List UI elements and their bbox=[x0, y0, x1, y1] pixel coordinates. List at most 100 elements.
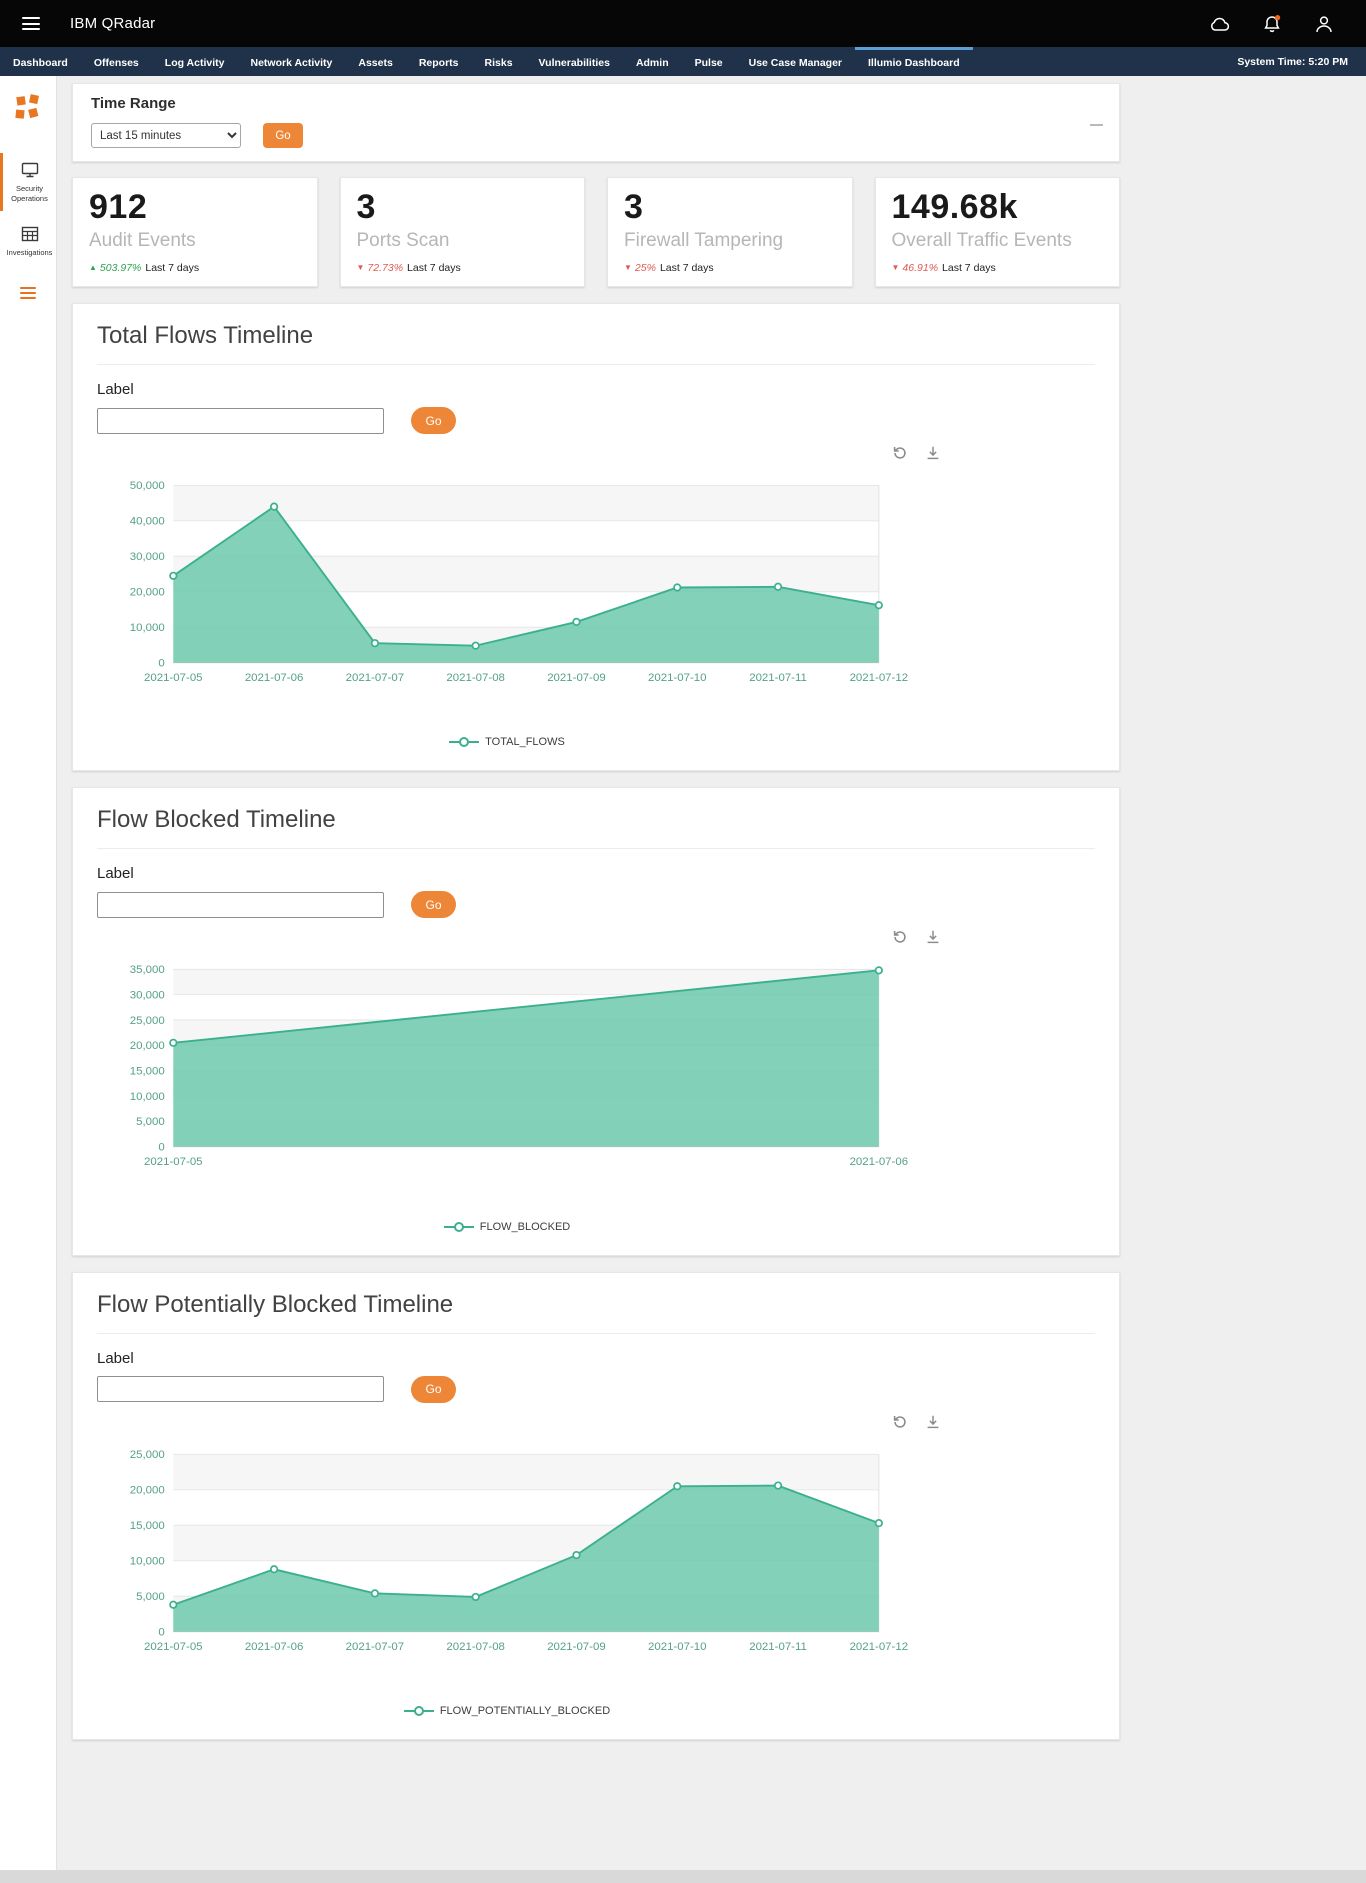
svg-text:2021-07-06: 2021-07-06 bbox=[245, 1640, 304, 1652]
download-icon[interactable] bbox=[924, 444, 942, 462]
panel-title: Flow Blocked Timeline bbox=[97, 806, 1095, 850]
svg-text:25,000: 25,000 bbox=[130, 1015, 165, 1027]
svg-text:2021-07-06: 2021-07-06 bbox=[850, 1156, 909, 1168]
stat-delta: ▼ 72.73% Last 7 days bbox=[357, 262, 569, 274]
chart-legend[interactable]: TOTAL_FLOWS bbox=[97, 736, 917, 748]
svg-text:15,000: 15,000 bbox=[130, 1520, 165, 1532]
svg-text:50,000: 50,000 bbox=[130, 480, 165, 492]
delta-percent: 503.97% bbox=[99, 262, 142, 274]
tab-log-activity[interactable]: Log Activity bbox=[164, 57, 225, 69]
stat-delta: ▼ 46.91% Last 7 days bbox=[892, 262, 1104, 274]
svg-text:2021-07-11: 2021-07-11 bbox=[749, 672, 807, 684]
user-icon[interactable] bbox=[1312, 13, 1336, 35]
tab-assets[interactable]: Assets bbox=[358, 57, 393, 69]
minimize-icon[interactable] bbox=[1090, 124, 1103, 126]
go-button[interactable]: Go bbox=[411, 407, 456, 434]
tab-offenses[interactable]: Offenses bbox=[93, 57, 139, 69]
delta-period: Last 7 days bbox=[942, 262, 996, 274]
tab-reports[interactable]: Reports bbox=[418, 57, 459, 69]
label-input[interactable] bbox=[97, 1376, 384, 1403]
go-button[interactable]: Go bbox=[411, 1375, 456, 1403]
tab-illumio-dashboard[interactable]: Illumio Dashboard bbox=[855, 47, 973, 76]
delta-period: Last 7 days bbox=[407, 262, 461, 274]
svg-text:2021-07-08: 2021-07-08 bbox=[446, 1640, 505, 1652]
label-input[interactable] bbox=[97, 407, 384, 434]
tab-dashboard[interactable]: Dashboard bbox=[13, 57, 68, 69]
chart-legend[interactable]: FLOW_POTENTIALLY_BLOCKED bbox=[97, 1705, 917, 1717]
menu-icon[interactable] bbox=[22, 17, 40, 30]
refresh-icon[interactable] bbox=[891, 444, 909, 462]
tab-risks[interactable]: Risks bbox=[484, 57, 513, 69]
label-input[interactable] bbox=[97, 891, 384, 918]
svg-text:2021-07-05: 2021-07-05 bbox=[144, 672, 203, 684]
sidebar: Security Operations Investigations bbox=[0, 76, 57, 1871]
delta-period: Last 7 days bbox=[145, 262, 200, 274]
total-flows-panel: Total Flows Timeline Label Go 0 10,000 20,… bbox=[72, 303, 1120, 772]
svg-text:2021-07-10: 2021-07-10 bbox=[648, 1640, 707, 1652]
stat-value: 912 bbox=[89, 188, 148, 226]
svg-text:10,000: 10,000 bbox=[130, 622, 165, 634]
illumio-logo[interactable] bbox=[13, 92, 43, 127]
svg-text:35,000: 35,000 bbox=[130, 964, 165, 976]
svg-text:2021-07-06: 2021-07-06 bbox=[245, 672, 304, 684]
svg-text:5,000: 5,000 bbox=[136, 1116, 165, 1128]
sidebar-item-label: Security Operations bbox=[11, 184, 48, 204]
svg-text:0: 0 bbox=[158, 658, 164, 670]
download-icon[interactable] bbox=[924, 1413, 942, 1431]
flow-blocked-panel: Flow Blocked Timeline Label Go 0 5,000 10,… bbox=[72, 787, 1120, 1256]
svg-text:40,000: 40,000 bbox=[130, 516, 165, 528]
sidebar-menu-icon[interactable] bbox=[20, 287, 36, 300]
tab-use-case-manager[interactable]: Use Case Manager bbox=[748, 57, 843, 69]
stat-label: Ports Scan bbox=[356, 230, 450, 251]
time-range-title: Time Range bbox=[91, 95, 176, 112]
trend-up-icon: ▲ bbox=[89, 263, 97, 272]
svg-text:2021-07-12: 2021-07-12 bbox=[850, 672, 909, 684]
app-title: IBM QRadar bbox=[70, 15, 156, 32]
stats-row: 912 Audit Events ▲ 503.97% Last 7 days 3 P… bbox=[72, 177, 1120, 287]
delta-period: Last 7 days bbox=[659, 262, 714, 274]
svg-text:2021-07-05: 2021-07-05 bbox=[144, 1640, 203, 1652]
tab-network-activity[interactable]: Network Activity bbox=[250, 57, 333, 69]
label-field-label: Label bbox=[97, 381, 134, 398]
stat-card-ports-scan: 3 Ports Scan ▼ 72.73% Last 7 days bbox=[339, 177, 585, 287]
svg-text:10,000: 10,000 bbox=[130, 1555, 165, 1567]
stat-label: Audit Events bbox=[89, 230, 196, 251]
page-bottom-strip bbox=[0, 1870, 1366, 1883]
stat-card-audit-events: 912 Audit Events ▲ 503.97% Last 7 days bbox=[72, 177, 318, 287]
legend-label: TOTAL_FLOWS bbox=[485, 736, 565, 749]
delta-percent: 25% bbox=[634, 262, 656, 274]
stat-delta: ▼ 25% Last 7 days bbox=[624, 262, 836, 274]
download-icon[interactable] bbox=[924, 928, 942, 946]
stat-value: 3 bbox=[624, 188, 644, 226]
svg-text:2021-07-09: 2021-07-09 bbox=[547, 672, 606, 684]
svg-text:2021-07-07: 2021-07-07 bbox=[346, 672, 405, 684]
sidebar-item-investigations[interactable]: Investigations bbox=[0, 217, 56, 265]
tab-admin[interactable]: Admin bbox=[635, 57, 669, 69]
legend-marker-icon bbox=[449, 737, 480, 748]
time-range-select[interactable]: Last 15 minutes bbox=[91, 123, 241, 148]
chart-legend[interactable]: FLOW_BLOCKED bbox=[97, 1221, 917, 1233]
delta-percent: 72.73% bbox=[367, 262, 404, 274]
tab-pulse[interactable]: Pulse bbox=[694, 57, 723, 69]
refresh-icon[interactable] bbox=[891, 1413, 909, 1431]
topbar-actions bbox=[1208, 13, 1344, 35]
top-bar: IBM QRadar bbox=[0, 0, 1366, 47]
svg-text:2021-07-12: 2021-07-12 bbox=[850, 1640, 909, 1652]
total-flows-chart: 0 10,000 20,000 30,000 40,000 50,000 2021-07-0… bbox=[130, 480, 909, 684]
main-nav: Dashboard Offenses Log Activity Network … bbox=[0, 47, 1366, 76]
tab-vulnerabilities[interactable]: Vulnerabilities bbox=[538, 57, 610, 69]
notifications-bell-icon[interactable] bbox=[1260, 13, 1284, 35]
go-button[interactable]: Go bbox=[411, 891, 456, 919]
svg-text:0: 0 bbox=[158, 1626, 164, 1638]
svg-text:10,000: 10,000 bbox=[130, 1091, 165, 1103]
sidebar-item-security-operations[interactable]: Security Operations bbox=[0, 153, 56, 212]
flow-potentially-blocked-panel: Flow Potentially Blocked Timeline Label … bbox=[72, 1271, 1120, 1740]
svg-text:30,000: 30,000 bbox=[130, 990, 165, 1002]
stat-label: Overall Traffic Events bbox=[891, 230, 1072, 251]
trend-down-icon: ▼ bbox=[356, 263, 365, 272]
refresh-icon[interactable] bbox=[891, 928, 909, 946]
legend-marker-icon bbox=[403, 1705, 434, 1716]
time-range-go-button[interactable]: Go bbox=[263, 123, 303, 148]
cloud-icon[interactable] bbox=[1208, 13, 1232, 35]
sidebar-item-label: Investigations bbox=[6, 248, 53, 258]
